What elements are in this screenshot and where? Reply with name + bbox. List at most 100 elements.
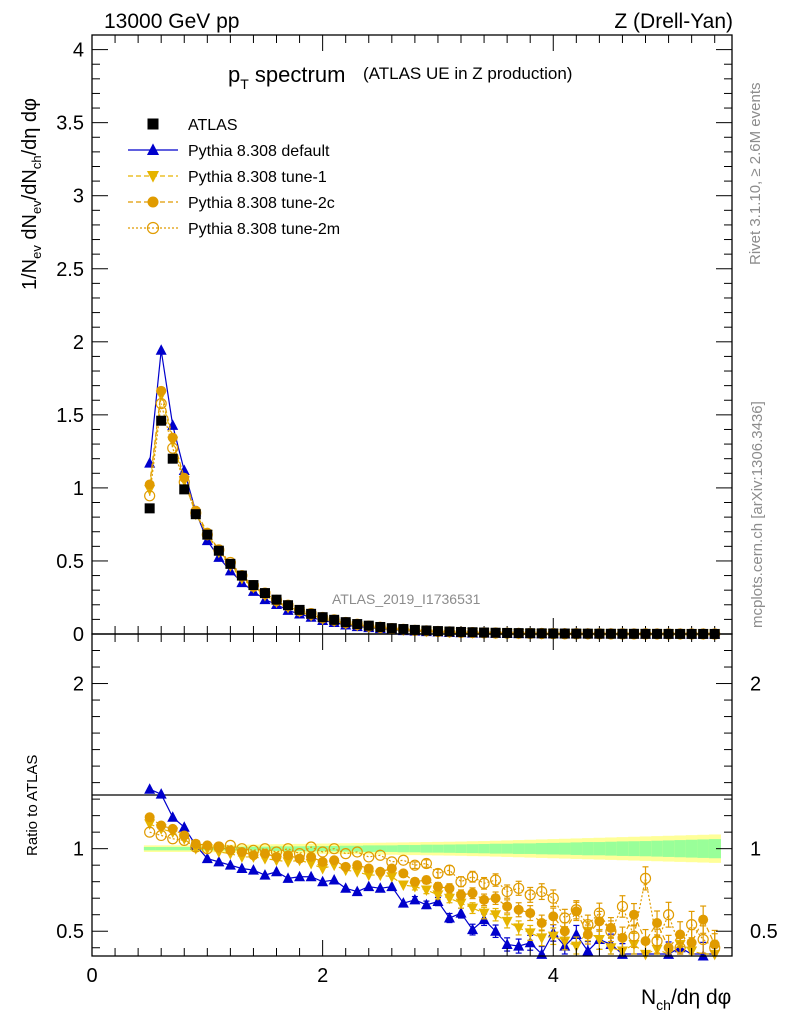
ratio-point: [547, 892, 559, 904]
ratio-point: [432, 890, 444, 901]
legend-marker-swatch: [146, 171, 160, 183]
ratio-frame: [91, 633, 733, 957]
band-stat-bin: [166, 847, 179, 851]
ratio-point: [305, 870, 317, 882]
ratio-point: [686, 919, 698, 931]
ratio-point: [156, 820, 167, 831]
ratio-point: [582, 945, 594, 956]
ratio-point: [582, 919, 594, 931]
ratio-point: [224, 839, 236, 851]
ratio-point: [444, 883, 455, 894]
band-stat-bin: [466, 844, 479, 854]
plot-title: pT spectrum (ATLAS UE in Z production): [228, 62, 572, 92]
ratio-point: [443, 912, 455, 923]
ratio-line-pythia-8-308-tune-1: [149, 823, 715, 955]
ratio-point: [628, 909, 639, 920]
y-main-tick-label: 0: [73, 624, 84, 646]
ratio-point: [144, 819, 156, 830]
ratio-point: [178, 834, 190, 847]
atlas-data-point: [259, 588, 270, 599]
atlas-data-point: [294, 604, 305, 615]
ratio-point: [501, 885, 513, 898]
series-point: [179, 472, 190, 483]
ratio-point: [455, 907, 467, 918]
band-stat-bin: [374, 845, 387, 852]
band-stat-bin: [270, 846, 283, 851]
legend-marker-swatch: [147, 118, 159, 130]
band-stat-bin: [616, 841, 629, 856]
atlas-data-point: [409, 624, 420, 635]
ratio-point: [259, 843, 271, 855]
title-note: (ATLAS UE in Z production): [363, 64, 572, 83]
band-stat-bin: [386, 845, 399, 852]
atlas-data-point: [432, 626, 443, 637]
ratio-point: [155, 788, 167, 799]
ratio-point: [247, 864, 259, 875]
atlas-data-point: [271, 594, 282, 605]
ratio-point: [432, 867, 444, 880]
ratio-point: [178, 821, 190, 832]
ratio-point: [282, 872, 294, 883]
ratio-point: [536, 933, 548, 944]
atlas-data-point: [248, 580, 259, 591]
atlas-data-point: [386, 623, 397, 634]
ratio-line-pythia-8-308-tune-2m: [149, 831, 716, 950]
ratio-point: [478, 908, 490, 920]
ratio-point: [686, 937, 697, 948]
atlas-data-point: [190, 509, 201, 520]
title-main: pT spectrum: [228, 62, 345, 92]
ratio-point: [293, 848, 306, 860]
ratio-point: [501, 916, 513, 928]
ratio-point: [363, 880, 375, 892]
band-stat-bin: [524, 843, 537, 854]
band-stat-bin: [593, 842, 606, 856]
legend-marker-swatch: [146, 221, 160, 235]
series-point: [155, 398, 167, 410]
legend-entry: Pythia 8.308 tune-2c: [128, 195, 335, 212]
ratio-point: [617, 932, 628, 943]
ratio-point: [432, 881, 443, 892]
ratio-point: [513, 904, 524, 915]
ratio-point: [478, 877, 490, 889]
ratio-point: [467, 903, 479, 915]
y-ratio-tick-label-right: 1: [750, 839, 761, 861]
ratio-point: [305, 859, 317, 870]
ratio-point: [306, 851, 317, 862]
ratio-point: [352, 860, 363, 871]
y-main-tick-label: 2.5: [56, 259, 84, 281]
ratio-point: [467, 923, 479, 935]
y-ratio-tick-label-right: 0.5: [750, 921, 778, 943]
band-stat-bin: [708, 839, 721, 859]
ratio-point: [628, 930, 640, 942]
band-stat-bin: [559, 842, 572, 855]
ratio-point: [479, 894, 490, 905]
ratio-point: [593, 934, 605, 946]
ratio-point: [386, 872, 398, 883]
band-stat-bin: [582, 842, 595, 856]
ratio-point: [513, 940, 525, 951]
ratio-point: [420, 898, 432, 910]
band-stat-bin: [662, 840, 675, 857]
y-ratio-tick-label: 1: [73, 839, 84, 861]
y-main-tick-label: 4: [73, 40, 84, 62]
ratio-axis-ticks: 0.5 0.5 1 1 2 2 0 2 4: [56, 634, 778, 987]
ratio-point: [662, 909, 675, 921]
ratio-point: [455, 898, 467, 910]
ratio-point: [697, 950, 709, 961]
ratio-point: [167, 823, 178, 834]
y-ratio-tick-label-right: 2: [750, 674, 761, 696]
legend-marker-swatch: [147, 196, 159, 208]
ratio-point: [201, 843, 213, 855]
ratio-series-layer: [144, 783, 721, 961]
band-stat-bin: [143, 847, 156, 851]
atlas-data-point: [352, 619, 363, 630]
ratio-point: [317, 846, 329, 858]
band-stat-bin: [697, 839, 710, 858]
ratio-point: [651, 935, 663, 947]
ratio-point: [490, 925, 502, 936]
band-stat-bin: [547, 842, 560, 855]
atlas-data-point: [306, 608, 317, 619]
y-main-axis-label: 1/Nev dNev/dNch/dη dφ: [19, 98, 44, 290]
band-stat-bin: [247, 846, 260, 851]
ratio-point: [386, 880, 398, 892]
